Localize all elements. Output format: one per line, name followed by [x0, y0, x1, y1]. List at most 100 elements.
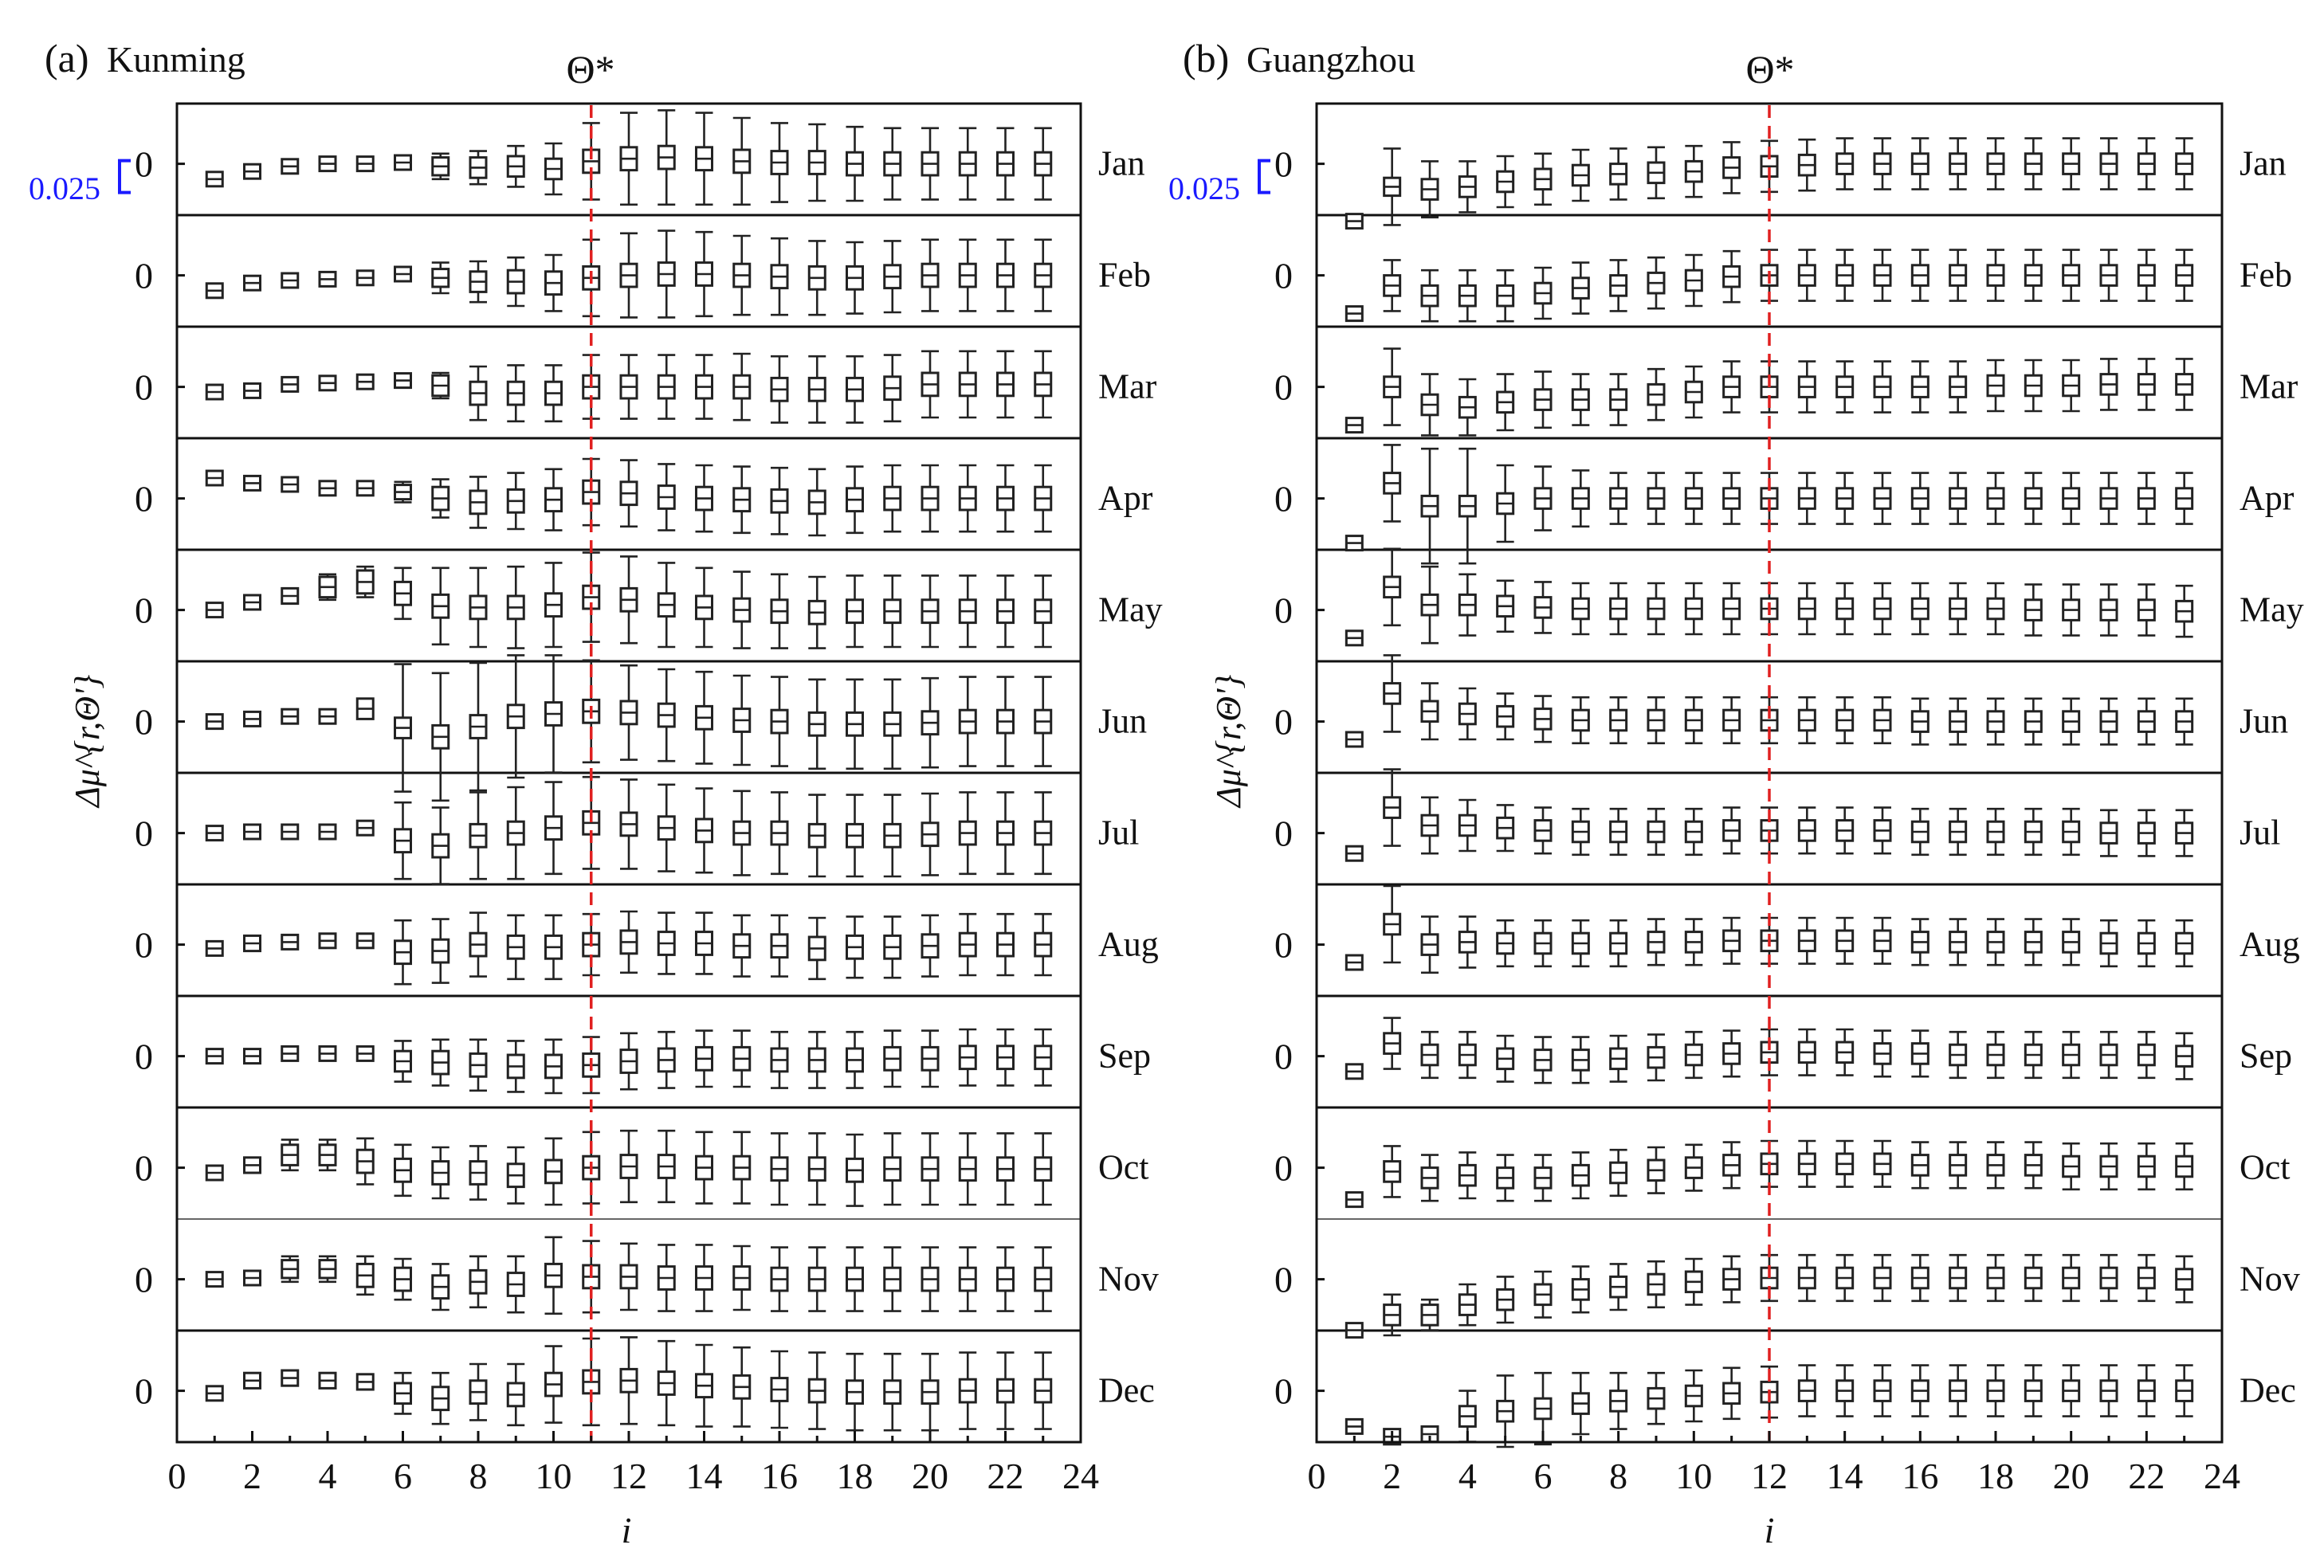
month-label-mar: Mar	[2240, 367, 2298, 406]
month-label-jan: Jan	[2240, 144, 2287, 183]
boxplot-jun-i10	[544, 654, 563, 774]
boxplot-mar-i19	[2024, 359, 2043, 413]
month-label-oct: Oct	[2240, 1148, 2291, 1187]
boxplot-feb-i17	[1949, 249, 1968, 302]
y-tick-label-zero: 0	[1274, 1148, 1293, 1189]
boxplot-aug-i3	[281, 933, 300, 951]
boxplot-nov-i6	[1533, 1270, 1553, 1319]
boxplot-feb-i19	[883, 240, 902, 314]
boxplot-jun-i8	[1609, 696, 1628, 745]
boxplot-aug-i9	[506, 914, 525, 981]
boxplot-mar-i14	[695, 354, 713, 420]
x-tick-label: 10	[536, 1456, 572, 1496]
boxplot-jan-i12	[619, 112, 638, 206]
boxplot-mar-i9	[1647, 367, 1666, 421]
boxplot-jul-i14	[695, 787, 713, 874]
y-tick-label-zero: 0	[135, 1371, 153, 1412]
boxplot-dec-i2	[243, 1371, 261, 1390]
boxplot-jun-i2	[243, 710, 261, 727]
boxplot-feb-i20	[921, 238, 940, 312]
boxplot-jul-i8	[469, 791, 488, 880]
boxplot-dec-i7	[1571, 1371, 1590, 1436]
y-tick-label-zero: 0	[135, 813, 153, 854]
boxplot-apr-i18	[846, 465, 864, 535]
boxplot-jan-i4	[1458, 160, 1477, 214]
boxplot-oct-i8	[1609, 1148, 1628, 1198]
boxplot-jan-i22	[996, 127, 1015, 201]
y-tick-label-zero: 0	[135, 1037, 153, 1077]
boxplot-feb-i9	[506, 256, 525, 308]
boxplot-aug-i15	[732, 914, 752, 978]
boxplot-oct-i15	[732, 1131, 752, 1205]
boxplot-jul-i20	[2062, 807, 2081, 857]
boxplot-mar-i10	[1684, 365, 1703, 419]
boxplot-apr-i21	[958, 464, 977, 533]
boxplot-dec-i13	[657, 1339, 676, 1427]
boxplot-feb-i18	[1986, 249, 2005, 302]
boxplot-sep-i13	[657, 1030, 676, 1089]
boxplot-jan-i10	[544, 142, 563, 196]
boxplot-aug-i8	[469, 911, 488, 978]
boxplot-may-i22	[2137, 583, 2156, 637]
boxplot-may-i13	[657, 562, 676, 649]
boxplot-jan-i9	[1647, 146, 1666, 200]
boxplot-apr-i6	[394, 480, 412, 504]
month-label-aug: Aug	[1098, 925, 1159, 964]
boxplot-aug-i19	[883, 915, 902, 979]
boxplot-dec-i13	[1797, 1364, 1816, 1417]
boxplot-feb-i2	[243, 274, 261, 292]
boxplot-nov-i4	[318, 1255, 337, 1284]
boxplot-mar-i10	[544, 364, 563, 423]
boxplot-jun-i2	[1383, 654, 1402, 733]
boxplot-nov-i15	[732, 1245, 752, 1311]
boxplot-nov-i8	[1609, 1263, 1628, 1311]
boxplot-dec-i14	[695, 1343, 713, 1428]
boxplot-jan-i20	[921, 127, 940, 201]
boxplot-jan-i10	[1684, 144, 1703, 198]
boxplot-apr-i10	[544, 468, 563, 531]
boxplot-aug-i4	[1458, 915, 1477, 969]
boxplot-jan-i7	[1571, 148, 1590, 202]
y-tick-label-zero: 0	[1274, 590, 1293, 631]
boxplot-jun-i22	[2137, 697, 2156, 746]
boxplot-nov-i23	[2175, 1255, 2194, 1303]
boxplot-may-i2	[243, 594, 261, 611]
boxplot-dec-i6	[394, 1371, 412, 1415]
boxplot-dec-i10	[544, 1345, 563, 1424]
boxplot-oct-i22	[996, 1132, 1015, 1206]
x-tick-label: 4	[1458, 1456, 1477, 1496]
boxplot-jan-i17	[807, 123, 826, 202]
boxplot-mar-i23	[2175, 358, 2194, 411]
boxplot-feb-i5	[355, 269, 375, 287]
boxplot-jul-i17	[807, 794, 826, 878]
boxplot-aug-i13	[1797, 916, 1816, 965]
boxplot-sep-i16	[1910, 1029, 1929, 1078]
y-tick-label-zero: 0	[1274, 1371, 1293, 1412]
boxplot-sep-i15	[732, 1029, 752, 1088]
boxplot-may-i8	[1609, 582, 1628, 636]
y-tick-label-zero: 0	[135, 256, 153, 296]
boxplot-aug-i12	[619, 910, 638, 974]
x-tick-label: 16	[1902, 1456, 1938, 1496]
boxplot-dec-i7	[431, 1371, 450, 1425]
boxplot-may-i4	[318, 573, 337, 602]
y-tick-label-zero: 0	[135, 479, 153, 519]
boxplot-aug-i10	[1684, 918, 1703, 966]
boxplot-mar-i14	[1835, 360, 1855, 414]
boxplot-feb-i18	[846, 241, 864, 315]
boxplot-sep-i9	[1647, 1033, 1666, 1082]
boxplot-feb-i5	[1496, 269, 1515, 323]
boxplot-oct-i12	[619, 1129, 638, 1204]
boxplot-jun-i18	[846, 678, 864, 770]
boxplot-apr-i13	[657, 463, 676, 531]
panel-b-theta-star-label: Θ*	[1745, 47, 1794, 92]
boxplot-sep-i15	[1873, 1029, 1892, 1078]
x-tick-label: 20	[2053, 1456, 2090, 1496]
boxplot-aug-i18	[1986, 918, 2005, 966]
boxplot-oct-i20	[921, 1132, 940, 1206]
boxplot-jun-i14	[1835, 696, 1855, 745]
boxplot-dec-i18	[1986, 1364, 2005, 1417]
boxplot-mar-i2	[243, 382, 261, 399]
panel-a-scale-bar-bracket	[118, 159, 131, 194]
y-tick-label-zero: 0	[1274, 144, 1293, 185]
